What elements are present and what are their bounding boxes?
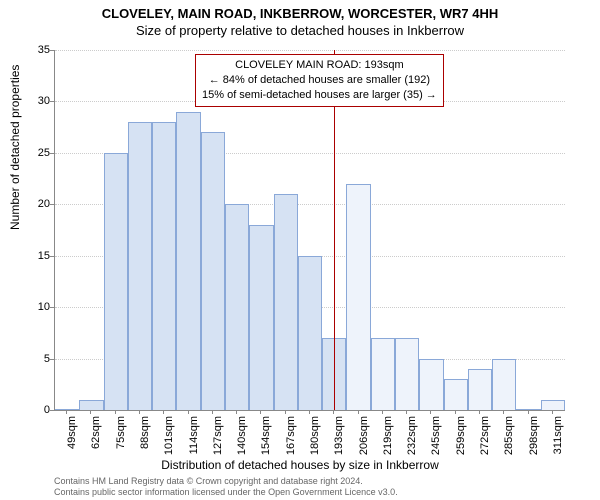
x-tick-mark	[188, 410, 189, 414]
bar	[201, 132, 225, 410]
bar	[104, 153, 128, 410]
bar	[371, 338, 395, 410]
y-tick-mark	[50, 359, 54, 360]
bar	[274, 194, 298, 410]
bar	[152, 122, 176, 410]
x-tick-mark	[406, 410, 407, 414]
y-tick-mark	[50, 153, 54, 154]
x-tick-label: 298sqm	[528, 416, 540, 460]
y-tick-label: 25	[34, 147, 50, 159]
y-axis-label: Number of detached properties	[8, 65, 22, 230]
x-tick-label: 259sqm	[455, 416, 467, 460]
bar	[492, 359, 516, 410]
y-tick-label: 15	[34, 250, 50, 262]
bar	[55, 409, 79, 410]
y-tick-label: 0	[34, 404, 50, 416]
bar	[176, 112, 200, 410]
x-tick-mark	[382, 410, 383, 414]
footer-text: Contains HM Land Registry data © Crown c…	[54, 476, 398, 499]
y-tick-mark	[50, 204, 54, 205]
y-tick-mark	[50, 256, 54, 257]
x-tick-mark	[139, 410, 140, 414]
bar	[516, 409, 540, 410]
y-tick-label: 30	[34, 95, 50, 107]
x-tick-label: 311sqm	[552, 416, 564, 460]
callout-line2: ← 84% of detached houses are smaller (19…	[202, 73, 437, 88]
plot-area: CLOVELEY MAIN ROAD: 193sqm ← 84% of deta…	[54, 50, 565, 411]
footer-line1: Contains HM Land Registry data © Crown c…	[54, 476, 398, 487]
bar	[79, 400, 103, 410]
x-tick-label: 49sqm	[66, 416, 78, 460]
x-tick-mark	[285, 410, 286, 414]
bar	[225, 204, 249, 410]
callout-line1: CLOVELEY MAIN ROAD: 193sqm	[202, 58, 437, 73]
bar	[541, 400, 565, 410]
x-tick-mark	[212, 410, 213, 414]
x-tick-mark	[90, 410, 91, 414]
bar	[346, 184, 370, 410]
bar	[128, 122, 152, 410]
x-tick-mark	[115, 410, 116, 414]
x-tick-label: 154sqm	[260, 416, 272, 460]
x-tick-mark	[479, 410, 480, 414]
x-tick-mark	[260, 410, 261, 414]
y-tick-mark	[50, 50, 54, 51]
x-tick-mark	[503, 410, 504, 414]
x-tick-label: 272sqm	[479, 416, 491, 460]
x-tick-label: 245sqm	[430, 416, 442, 460]
x-tick-label: 127sqm	[212, 416, 224, 460]
chart-title: CLOVELEY, MAIN ROAD, INKBERROW, WORCESTE…	[0, 0, 600, 21]
x-tick-label: 219sqm	[382, 416, 394, 460]
callout-box: CLOVELEY MAIN ROAD: 193sqm ← 84% of deta…	[195, 54, 444, 107]
y-tick-mark	[50, 307, 54, 308]
x-tick-label: 206sqm	[358, 416, 370, 460]
x-tick-mark	[455, 410, 456, 414]
y-tick-label: 20	[34, 198, 50, 210]
x-tick-label: 88sqm	[139, 416, 151, 460]
x-tick-mark	[528, 410, 529, 414]
x-tick-label: 232sqm	[406, 416, 418, 460]
bar	[419, 359, 443, 410]
x-tick-label: 167sqm	[285, 416, 297, 460]
bar	[395, 338, 419, 410]
x-tick-label: 62sqm	[90, 416, 102, 460]
x-tick-label: 101sqm	[163, 416, 175, 460]
bar	[444, 379, 468, 410]
x-tick-mark	[333, 410, 334, 414]
x-tick-mark	[552, 410, 553, 414]
x-tick-label: 180sqm	[309, 416, 321, 460]
x-tick-mark	[358, 410, 359, 414]
x-tick-label: 114sqm	[188, 416, 200, 460]
chart-subtitle: Size of property relative to detached ho…	[0, 21, 600, 38]
bar	[249, 225, 273, 410]
chart-container: CLOVELEY, MAIN ROAD, INKBERROW, WORCESTE…	[0, 0, 600, 500]
y-tick-mark	[50, 101, 54, 102]
gridline	[55, 50, 565, 51]
x-axis-label: Distribution of detached houses by size …	[0, 458, 600, 472]
y-tick-label: 5	[34, 353, 50, 365]
y-tick-label: 35	[34, 44, 50, 56]
x-tick-mark	[66, 410, 67, 414]
x-tick-label: 285sqm	[503, 416, 515, 460]
footer-line2: Contains public sector information licen…	[54, 487, 398, 498]
x-tick-mark	[163, 410, 164, 414]
x-tick-mark	[236, 410, 237, 414]
x-tick-label: 193sqm	[333, 416, 345, 460]
x-tick-label: 75sqm	[115, 416, 127, 460]
callout-line3: 15% of semi-detached houses are larger (…	[202, 88, 437, 103]
bar	[468, 369, 492, 410]
y-tick-mark	[50, 410, 54, 411]
y-tick-label: 10	[34, 301, 50, 313]
bar	[298, 256, 322, 410]
x-tick-label: 140sqm	[236, 416, 248, 460]
x-tick-mark	[309, 410, 310, 414]
x-tick-mark	[430, 410, 431, 414]
